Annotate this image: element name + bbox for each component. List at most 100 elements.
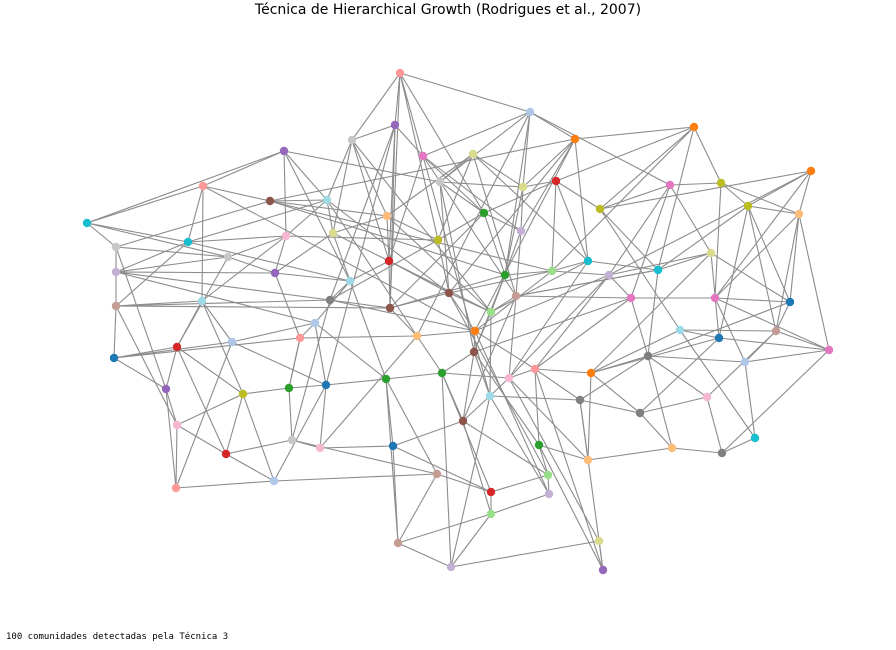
graph-edge	[349, 260, 390, 282]
graph-edge	[399, 72, 485, 214]
graph-edge	[351, 139, 390, 262]
graph-node	[543, 470, 553, 480]
graph-edge	[657, 205, 749, 271]
graph-edge	[639, 412, 673, 449]
graph-node	[437, 368, 447, 378]
graph-edge	[639, 337, 720, 414]
graph-edge	[679, 329, 756, 439]
graph-edge	[225, 393, 244, 455]
graph-edge	[474, 330, 550, 495]
graph-edge	[273, 384, 327, 482]
graph-edge	[349, 280, 387, 380]
graph-node	[412, 331, 422, 341]
graph-edge	[389, 212, 485, 309]
graph-edge	[671, 447, 723, 454]
graph-edge	[647, 269, 659, 357]
graph-node	[486, 487, 496, 497]
graph-node	[385, 303, 395, 313]
graph-edge	[538, 444, 604, 571]
graph-node	[345, 276, 355, 286]
graph-edge	[231, 322, 316, 343]
graph-node	[665, 180, 675, 190]
graph-node	[435, 177, 445, 187]
graph-edge	[176, 346, 227, 455]
graph-edge	[86, 222, 189, 243]
graph-edge	[590, 337, 720, 374]
graph-edge	[489, 377, 510, 397]
graph-edge	[574, 126, 695, 140]
graph-edge	[587, 260, 659, 271]
graph-edge	[332, 232, 351, 282]
graph-edge	[798, 170, 812, 215]
graph-edge	[587, 447, 673, 461]
graph-edge	[522, 111, 531, 188]
graph-edge	[422, 155, 522, 232]
graph-edge	[187, 241, 351, 282]
graph-node	[771, 326, 781, 336]
graph-node	[328, 228, 338, 238]
graph-node	[702, 392, 712, 402]
graph-node	[785, 297, 795, 307]
graph-edge	[351, 72, 401, 141]
graph-edge	[225, 439, 293, 455]
graph-edge	[555, 126, 695, 182]
graph-edge	[201, 235, 287, 302]
graph-edge	[529, 111, 671, 186]
graph-node	[325, 295, 335, 305]
graph-node	[281, 231, 291, 241]
graph-edge	[115, 271, 316, 324]
graph-node	[504, 373, 514, 383]
graph-edge	[599, 126, 695, 210]
graph-edge	[462, 351, 475, 422]
graph-node	[111, 242, 121, 252]
graph-edge	[397, 473, 438, 544]
graph-node	[551, 176, 561, 186]
graph-edge	[608, 170, 812, 276]
graph-edge	[291, 299, 331, 441]
graph-edge	[483, 212, 522, 232]
graph-edge	[439, 181, 450, 294]
graph-edge	[483, 212, 506, 276]
graph-edge	[714, 213, 800, 299]
graph-edge	[747, 205, 777, 332]
graph-edge	[175, 341, 233, 489]
graph-node	[717, 448, 727, 458]
graph-edge	[555, 180, 601, 210]
graph-node	[595, 204, 605, 214]
graph-edge	[285, 199, 328, 237]
graph-edge	[504, 186, 524, 276]
graph-edge	[416, 330, 476, 337]
graph-node	[547, 266, 557, 276]
graph-edge	[392, 445, 492, 493]
graph-edge	[227, 256, 276, 274]
graph-node	[575, 395, 585, 405]
graph-edge	[115, 246, 229, 258]
graph-edge	[325, 124, 396, 386]
graph-node	[279, 146, 289, 156]
graph-edge	[242, 393, 275, 482]
graph-edge	[679, 329, 720, 339]
graph-edge	[274, 232, 334, 274]
graph-edge	[448, 138, 576, 294]
graph-node	[743, 201, 753, 211]
graph-edge	[472, 153, 517, 297]
graph-edge	[385, 378, 399, 544]
graph-node	[470, 326, 480, 336]
graph-edge	[710, 252, 791, 303]
graph-edge	[608, 252, 712, 276]
graph-node	[594, 536, 604, 546]
graph-edge	[439, 181, 524, 188]
graph-edge	[422, 155, 485, 214]
graph-title: Técnica de Hierarchical Growth (Rodrigue…	[254, 2, 642, 18]
graph-node	[287, 435, 297, 445]
graph-edge	[775, 213, 800, 332]
graph-edge	[397, 513, 492, 544]
graph-node	[321, 380, 331, 390]
graph-edge	[473, 351, 491, 397]
graph-edge	[608, 184, 671, 276]
graph-edge	[473, 297, 632, 353]
graph-edge	[551, 126, 695, 272]
graph-edge	[720, 182, 800, 215]
graph-edge	[522, 180, 557, 188]
graph-edge	[515, 295, 632, 299]
